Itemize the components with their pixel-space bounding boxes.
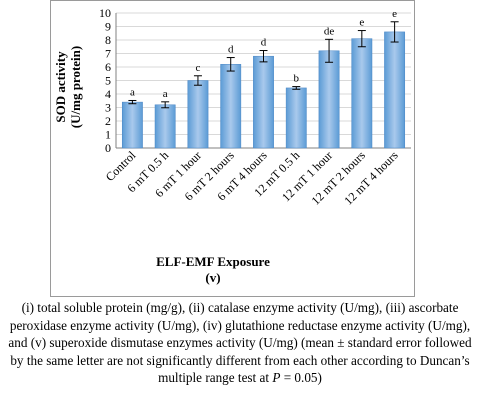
- chart-frame: a a c d d b de e e 0 1 2 3 4 5 6 7 8 9 10 Control 6 mT 0.5 …: [50, 0, 415, 297]
- y-tick-label: 10: [99, 6, 111, 20]
- y-tick-label: 5: [105, 74, 111, 88]
- error-bars: [128, 21, 399, 109]
- x-axis-title-line1: ELF-EMF Exposure: [156, 254, 270, 269]
- bar: [154, 104, 176, 149]
- caption-text: (i) total soluble protein (mg/g), (ii) c…: [2, 299, 478, 387]
- significance-letter: d: [228, 44, 234, 56]
- bar: [351, 38, 373, 149]
- bar: [121, 101, 143, 149]
- significance-letter: e: [392, 8, 397, 20]
- caption-p-symbol: P: [272, 370, 281, 386]
- y-tick-label: 3: [105, 101, 111, 115]
- caption-text-end: = 0.05): [280, 370, 322, 386]
- bars: [121, 31, 406, 149]
- y-axis-title-line2: (U/mg protein): [68, 46, 83, 128]
- y-tick-label: 6: [105, 60, 111, 74]
- bar: [253, 55, 274, 149]
- significance-letter: a: [130, 86, 135, 98]
- bar: [187, 80, 209, 149]
- bar: [285, 87, 307, 149]
- figure-caption: (i) total soluble protein (mg/g), (ii) c…: [2, 299, 478, 387]
- y-tick-label: 1: [105, 128, 111, 142]
- bar: [384, 31, 406, 149]
- significance-letters: a a c d d b de e e: [130, 8, 397, 100]
- significance-letter: d: [261, 37, 267, 49]
- y-axis-title-line1: SOD activity: [53, 51, 68, 123]
- significance-letter: e: [359, 17, 364, 29]
- caption-text-main: (i) total soluble protein (mg/g), (ii) c…: [8, 300, 472, 386]
- y-tick-label: 0: [105, 141, 111, 155]
- significance-letter: c: [195, 62, 200, 74]
- bar: [220, 64, 242, 149]
- y-tick-label: 4: [105, 87, 111, 101]
- y-tick-label: 2: [105, 114, 111, 128]
- bar: [318, 50, 340, 149]
- y-tick-label: 7: [105, 47, 111, 61]
- x-axis-title-line2: (v): [205, 270, 220, 285]
- significance-letter: de: [324, 25, 335, 37]
- y-tick-label: 9: [105, 20, 111, 34]
- y-tick-label: 8: [105, 33, 111, 47]
- significance-letter: a: [163, 88, 168, 100]
- significance-letter: b: [294, 73, 300, 85]
